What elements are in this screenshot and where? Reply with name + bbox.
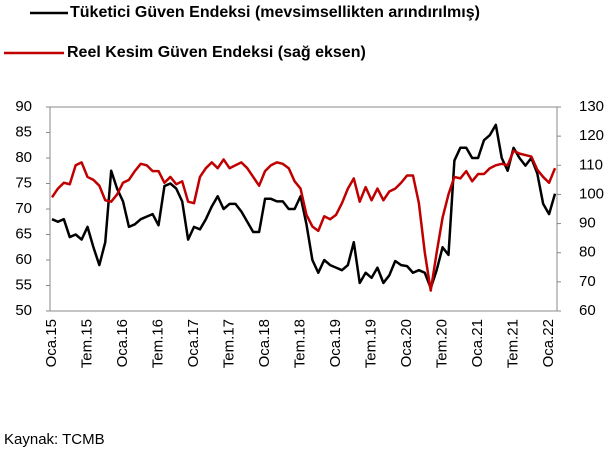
y2-tick-label: 70 [579, 273, 596, 290]
legend-label: Tüketici Güven Endeksi (mevsimsellikten … [70, 4, 480, 21]
y2-tick-label: 120 [579, 127, 604, 144]
x-tick-label: Tem.20 [434, 319, 451, 368]
x-tick-label: Tem.17 [220, 319, 237, 368]
legend-label: Reel Kesim Güven Endeksi (sağ eksen) [67, 44, 366, 61]
y-tick-label: 80 [15, 149, 32, 166]
x-tick-label: Tem.21 [505, 319, 522, 368]
series-line [50, 149, 557, 292]
y2-tick-label: 130 [579, 98, 604, 115]
y-tick-label: 60 [15, 251, 32, 268]
y-tick-label: 65 [15, 225, 32, 242]
source-note: Kaynak: TCMB [4, 431, 105, 448]
y2-tick-label: 110 [579, 156, 603, 173]
y-tick-label: 70 [15, 200, 32, 217]
y-tick-label: 90 [15, 98, 32, 115]
x-tick-label: Oca.19 [327, 319, 344, 367]
x-tick-label: Oca.16 [114, 319, 131, 367]
x-tick-label: Tem.16 [149, 319, 166, 368]
y-tick-label: 85 [15, 123, 32, 140]
x-tick-label: Oca.22 [540, 319, 557, 367]
x-tick-label: Oca.20 [398, 319, 415, 367]
y-tick-label: 55 [15, 276, 32, 293]
x-tick-label: Oca.18 [256, 319, 273, 367]
x-tick-label: Oca.21 [469, 319, 486, 367]
y-tick-label: 75 [15, 174, 32, 191]
y2-tick-label: 60 [579, 302, 596, 319]
y-tick-label: 50 [15, 302, 32, 319]
x-tick-label: Tem.18 [292, 319, 309, 368]
series-line [51, 123, 557, 290]
x-tick-label: Oca.17 [185, 319, 202, 367]
x-tick-label: Tem.19 [363, 319, 380, 368]
y2-tick-label: 90 [579, 215, 596, 232]
x-tick-label: Tem.15 [78, 319, 95, 368]
y2-tick-label: 100 [579, 185, 604, 202]
y2-tick-label: 80 [579, 244, 596, 261]
x-tick-label: Oca.15 [43, 319, 60, 367]
